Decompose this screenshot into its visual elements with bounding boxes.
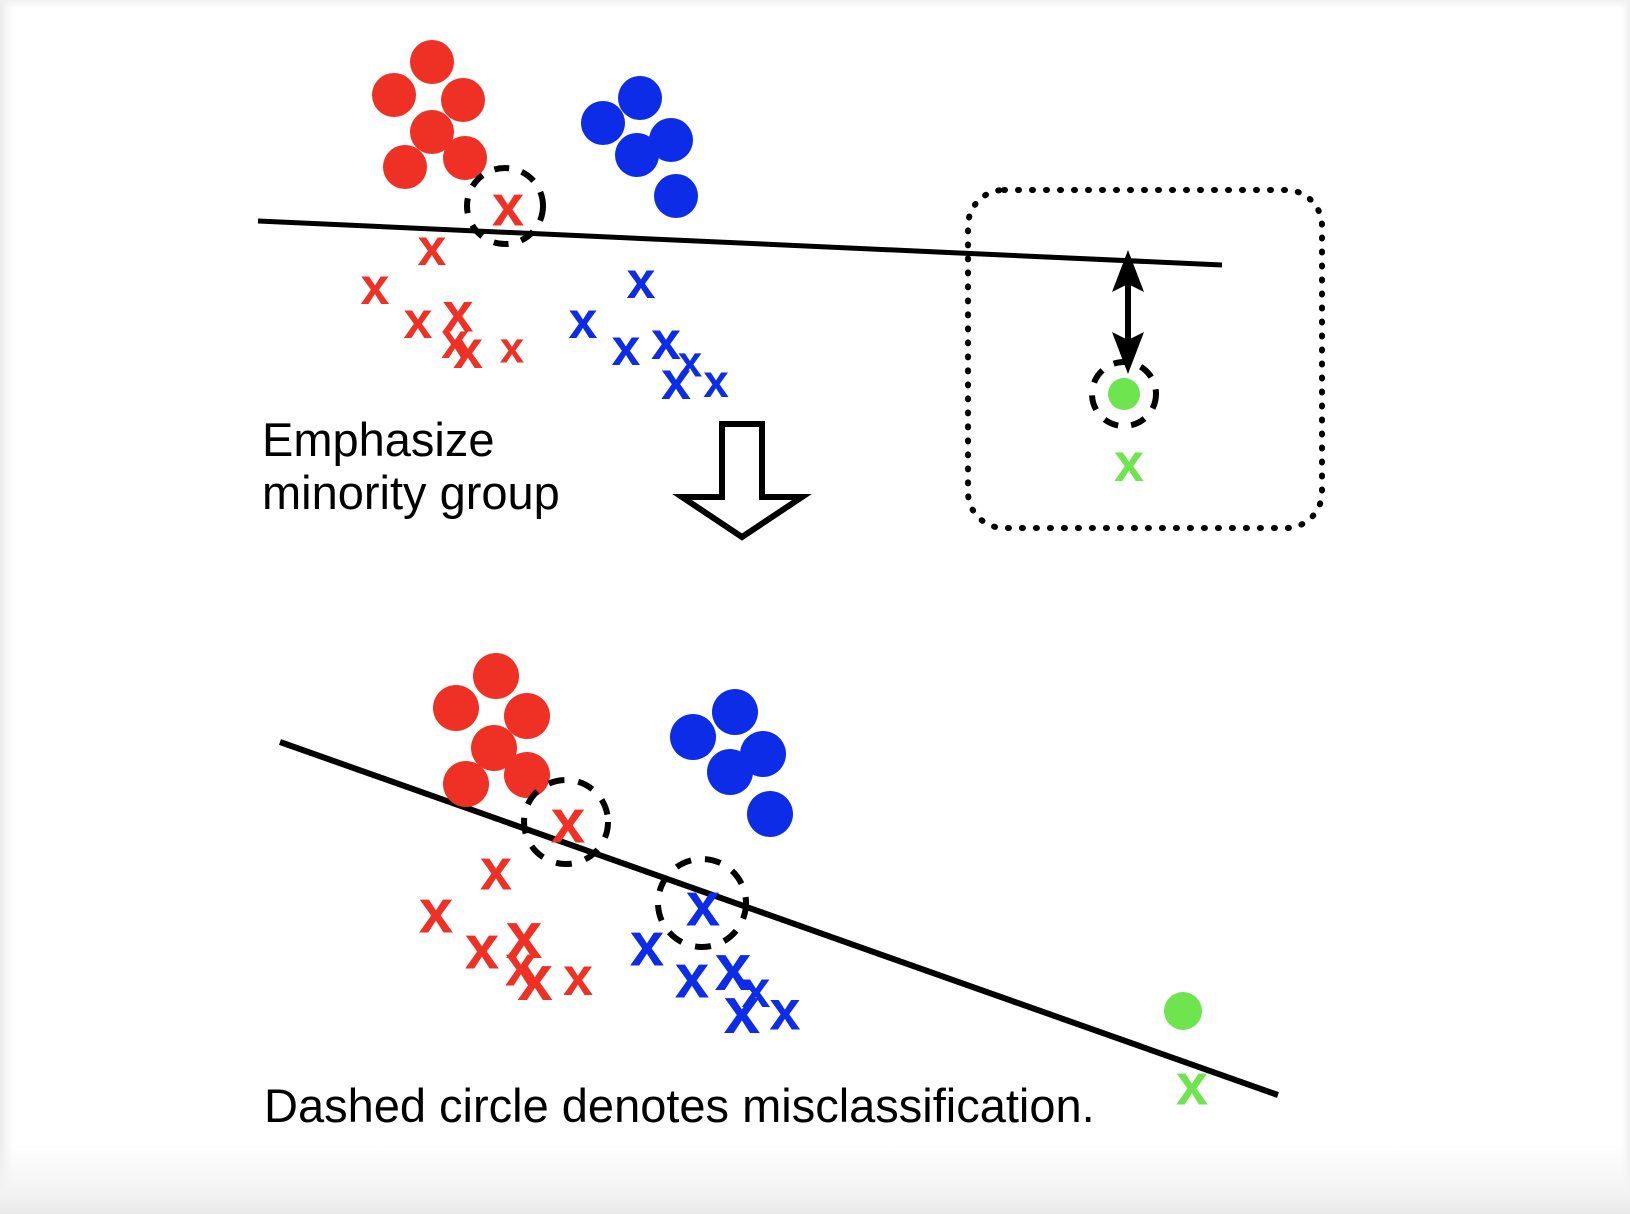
blue-circle [581,101,625,145]
red-cross: x [418,219,447,277]
red-cross: x [506,898,543,972]
blue-cross-group-top: x x x x x x x [569,252,730,411]
red-cross: x [500,324,525,373]
blue-cross: x [651,311,681,371]
red-circle [504,752,550,798]
blue-circle-group-bottom [670,689,793,837]
red-cross: x [419,878,454,947]
red-circle [473,653,519,699]
double-headed-arrow-icon [1112,250,1144,374]
blue-cross: x [569,292,598,350]
dashed-circle-icon [655,856,749,950]
red-circle [443,761,489,807]
blue-circle [670,714,716,760]
red-circle [433,685,479,731]
red-cross: x [442,281,473,344]
decision-boundary-top [257,218,1223,268]
red-cross-group-bottom: x x x x x x x x [419,788,593,1015]
red-cross: x [505,934,537,999]
blue-cross-group-bottom: x x x x x x x [630,871,801,1048]
red-circle [383,145,427,189]
red-cross: x [551,788,586,857]
dashed-circle-icon [1089,359,1159,429]
blue-circle [712,689,758,735]
red-circle [443,136,487,180]
red-circle [410,40,454,84]
dashed-circle-note-label: Dashed circle denotes misclassification. [264,1079,1095,1132]
blue-circle [618,76,662,120]
decision-boundary-bottom [278,739,1280,1098]
red-cross: x [480,838,512,903]
red-cross: x [563,947,593,1007]
blue-cross: x [627,252,656,310]
blue-circle [747,791,793,837]
blue-circle-group-top [581,76,698,218]
green-cross: x [1114,433,1144,493]
blue-circle [615,133,659,177]
red-cross: x [441,313,469,369]
green-circle [1164,992,1202,1030]
blue-cross: x [686,871,721,940]
red-cross: x [361,258,390,316]
blue-cross: x [703,355,729,407]
red-cross: x [453,320,483,380]
blue-cross: x [675,943,710,1012]
red-cross: x [517,942,553,1014]
down-arrow-icon [672,421,812,541]
blue-circle [649,118,693,162]
blue-cross: x [742,961,771,1019]
red-circle [471,725,517,771]
emphasize-minority-group-label: Emphasize minority group [262,413,560,519]
red-circle [504,693,550,739]
blue-cross: x [678,338,703,387]
dashed-circle-icon [464,165,546,247]
red-cross-group-top: x x x x x x x x [361,174,525,381]
red-circle [441,78,485,122]
blue-cross: x [769,979,800,1042]
red-circle-group-bottom [433,653,550,807]
red-cross: x [465,914,500,983]
blue-circle [707,749,753,795]
blue-cross: x [630,911,665,980]
red-circle-group-top [372,40,487,189]
red-cross: x [404,292,433,350]
green-circle [1108,378,1140,410]
green-cross: x [1176,1053,1208,1118]
dashed-circle-icon [521,777,611,867]
red-circle [372,73,416,117]
red-cross: x [492,174,524,239]
red-circle [410,110,454,154]
bottom-panel: x x x x x x x x x x x x x x x [278,653,1280,1118]
blue-cross: x [661,351,691,411]
blue-cross: x [612,319,641,377]
blue-cross: x [724,973,761,1047]
top-panel: x x x x x x x x x x x x x x x [257,40,1325,531]
blue-circle [654,174,698,218]
minority-callout-box [965,187,1325,531]
blue-cross: x [715,930,752,1004]
